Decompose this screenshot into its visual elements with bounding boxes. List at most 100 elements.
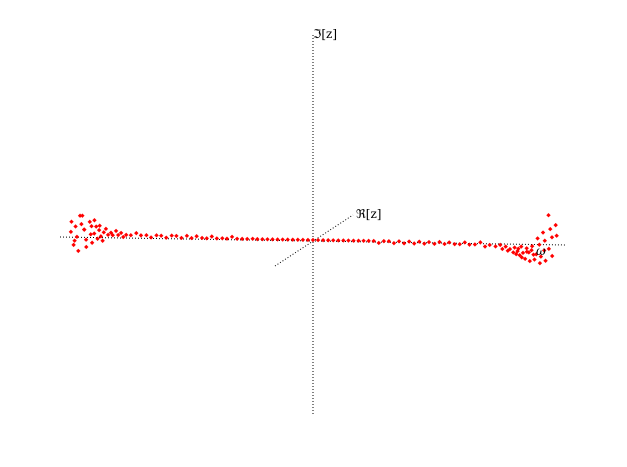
data-point — [139, 233, 143, 237]
data-point — [100, 239, 104, 243]
data-point — [478, 240, 482, 244]
data-point — [361, 239, 365, 243]
data-point — [179, 236, 183, 240]
data-point — [129, 233, 133, 237]
data-point — [154, 233, 158, 237]
data-point — [407, 239, 411, 243]
data-point — [554, 234, 558, 238]
data-point — [493, 244, 497, 248]
data-point — [189, 236, 193, 240]
data-point — [69, 220, 73, 224]
data-point — [149, 235, 153, 239]
data-point — [546, 213, 550, 217]
data-point — [311, 238, 315, 242]
data-point — [265, 237, 269, 241]
data-point — [80, 213, 84, 217]
data-point — [321, 238, 325, 242]
data-point — [543, 239, 547, 243]
data-point — [331, 238, 335, 242]
data-point — [447, 240, 451, 244]
data-point — [351, 238, 355, 242]
data-point — [75, 235, 79, 239]
data-point — [427, 240, 431, 244]
data-point — [98, 224, 102, 228]
data-point — [417, 239, 421, 243]
data-point — [538, 261, 542, 265]
data-point — [550, 254, 554, 258]
data-point — [535, 236, 539, 240]
data-point — [286, 237, 290, 241]
data-point — [498, 243, 502, 247]
data-point — [296, 238, 300, 242]
data-point — [230, 235, 234, 239]
data-point — [194, 234, 198, 238]
data-point — [89, 224, 93, 228]
data-point — [235, 237, 239, 241]
data-point — [442, 242, 446, 246]
data-point — [372, 239, 376, 243]
data-point — [245, 237, 249, 241]
data-point — [92, 218, 96, 222]
data-point — [73, 224, 77, 228]
data-point — [72, 238, 76, 242]
data-point — [541, 230, 545, 234]
data-point — [548, 227, 552, 231]
data-point — [301, 238, 305, 242]
real-axis-label: ℜ[z] — [356, 207, 381, 221]
data-point — [90, 241, 94, 245]
data-point — [260, 237, 264, 241]
data-point — [82, 227, 86, 231]
data-point — [79, 222, 83, 226]
data-point — [341, 238, 345, 242]
data-point — [316, 238, 320, 242]
data-point — [69, 230, 73, 234]
data-point — [144, 233, 148, 237]
data-point — [92, 231, 96, 235]
data-point — [114, 229, 118, 233]
data-point — [102, 230, 106, 234]
data-point — [412, 241, 416, 245]
data-point — [336, 238, 340, 242]
data-point — [174, 234, 178, 238]
data-point — [84, 238, 88, 242]
data-point — [164, 235, 168, 239]
data-point — [210, 234, 214, 238]
data-point — [250, 237, 254, 241]
data-point — [356, 239, 360, 243]
data-point — [483, 244, 487, 248]
data-point — [402, 241, 406, 245]
data-point — [159, 233, 163, 237]
data-point — [500, 247, 504, 251]
data-point — [88, 220, 92, 224]
data-point — [452, 242, 456, 246]
data-point — [89, 232, 93, 236]
data-point — [225, 236, 229, 240]
data-point — [104, 227, 108, 231]
data-point — [170, 233, 174, 237]
data-point — [134, 231, 138, 235]
imag-axis-label: ℑ[z] — [313, 27, 337, 41]
data-point — [205, 236, 209, 240]
data-point — [94, 224, 98, 228]
data-point — [200, 236, 204, 240]
data-point — [437, 240, 441, 244]
data-point — [458, 242, 462, 246]
data-point — [521, 251, 525, 255]
data-point — [377, 241, 381, 245]
data-point — [255, 237, 259, 241]
axes-group — [60, 35, 566, 416]
axis-labels: ℑ[z] ℜ[z] ω — [313, 27, 546, 258]
data-point — [240, 237, 244, 241]
data-point — [473, 242, 477, 246]
data-point — [530, 244, 534, 248]
data-point — [215, 236, 219, 240]
data-point — [382, 239, 386, 243]
data-point — [397, 239, 401, 243]
data-point — [76, 249, 80, 253]
data-point — [185, 234, 189, 238]
data-point — [543, 259, 547, 263]
data-point — [553, 223, 557, 227]
data-point — [346, 238, 350, 242]
data-point — [366, 239, 370, 243]
